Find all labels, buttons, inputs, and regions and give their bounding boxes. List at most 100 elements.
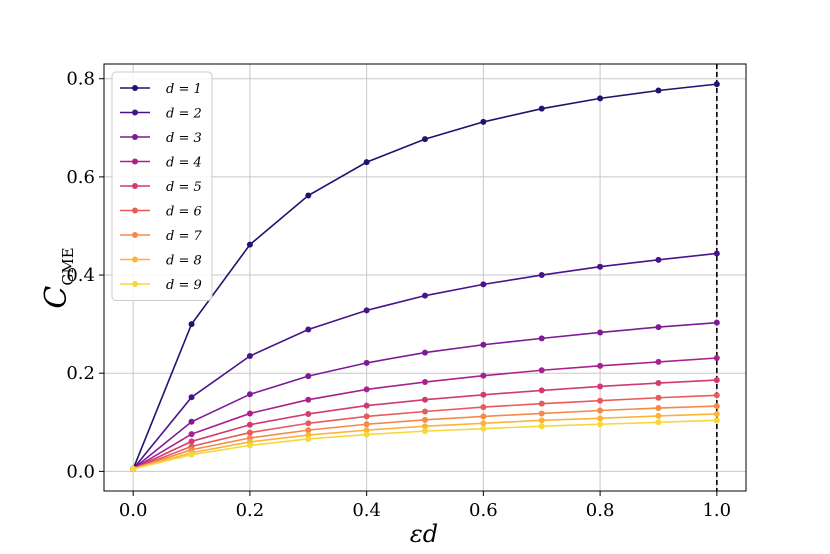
legend-label: d = 5 (166, 180, 202, 195)
data-point (538, 105, 545, 112)
legend-label: d = 1 (166, 82, 202, 97)
x-tick-label: 0.0 (119, 500, 148, 521)
legend-marker (132, 207, 138, 214)
legend-label: d = 7 (166, 229, 202, 244)
data-point (597, 421, 604, 428)
legend-entry: d = 5 (120, 180, 202, 195)
svg-text:CGME: CGME (39, 247, 77, 308)
data-point (188, 451, 195, 458)
data-point (305, 326, 312, 333)
data-point (480, 372, 487, 379)
legend-entry: d = 7 (120, 229, 202, 244)
data-point (597, 383, 604, 390)
y-axis-title-sub: GME (59, 247, 77, 285)
data-point (188, 418, 195, 425)
legend-entry: d = 9 (120, 278, 202, 293)
data-point (480, 404, 487, 411)
data-point (422, 292, 428, 299)
x-tick-label: 0.4 (352, 500, 381, 521)
data-point (305, 435, 312, 442)
data-point (305, 396, 312, 403)
series-line (132, 252, 717, 470)
data-point (655, 412, 662, 419)
data-point (305, 427, 312, 434)
data-point (597, 329, 604, 336)
data-point (655, 394, 662, 401)
data-point (188, 321, 195, 328)
y-tick-label: 0.2 (66, 363, 95, 384)
data-point (422, 423, 428, 430)
data-point (713, 377, 720, 384)
legend-marker (132, 158, 138, 165)
data-point (188, 431, 195, 438)
y-tick-label: 0.0 (66, 461, 95, 482)
data-point (422, 396, 428, 403)
legend-marker (132, 232, 138, 238)
plot-frame (103, 63, 747, 492)
series-4 (130, 354, 720, 472)
legend-marker (132, 109, 138, 116)
data-point (363, 421, 370, 428)
data-point (480, 118, 487, 125)
data-point (188, 394, 195, 401)
data-point (305, 192, 312, 199)
legend-entry: d = 6 (120, 205, 202, 220)
data-point (538, 387, 545, 394)
data-point (188, 438, 195, 445)
data-point (538, 367, 545, 374)
legend-entry: d = 2 (120, 107, 202, 122)
data-point (713, 250, 720, 257)
data-point (363, 427, 370, 434)
data-point (363, 159, 370, 166)
data-point (422, 379, 428, 386)
x-tick-label: 0.8 (586, 500, 615, 521)
data-point (480, 420, 487, 427)
data-point (655, 419, 662, 426)
data-point (480, 413, 487, 420)
data-point (538, 400, 545, 407)
data-point (422, 416, 428, 423)
legend-box (111, 71, 213, 301)
data-point (480, 281, 487, 288)
data-point (246, 442, 253, 449)
legend-marker (132, 134, 138, 140)
data-point (246, 410, 253, 417)
data-point (363, 431, 370, 438)
legend-entry: d = 1 (120, 82, 202, 97)
data-point (363, 359, 370, 366)
data-point (305, 410, 312, 417)
data-point (655, 358, 662, 365)
series-2 (130, 250, 720, 472)
data-point (655, 87, 662, 94)
series-6 (130, 392, 720, 472)
x-tick-label: 1.0 (702, 500, 731, 521)
data-point (422, 428, 428, 435)
legend-label: d = 2 (166, 107, 202, 122)
data-point (713, 417, 720, 424)
legend-entry: d = 8 (120, 254, 202, 269)
series-line (132, 405, 717, 470)
data-point (363, 307, 370, 314)
data-point (363, 402, 370, 409)
legend-label: d = 9 (166, 278, 202, 293)
data-point (713, 319, 720, 326)
data-point (422, 349, 428, 356)
data-point (597, 397, 604, 404)
data-point (655, 380, 662, 387)
data-point (655, 256, 662, 263)
series-3 (130, 319, 720, 472)
y-tick-label: 0.4 (66, 265, 95, 286)
data-point (597, 407, 604, 414)
data-point (713, 392, 720, 399)
legend-label: d = 3 (166, 131, 202, 146)
legend-marker (132, 256, 138, 263)
ticks: 0.0 0.2 0.4 0.6 0.8 1.0 0.0 0.2 0.4 0.6 0.8 (66, 69, 731, 521)
data-point (422, 136, 428, 143)
series-layer (130, 81, 720, 472)
data-point (538, 410, 545, 417)
data-point (597, 263, 604, 270)
legend-marker (132, 85, 138, 91)
data-point (655, 405, 662, 412)
data-point (538, 423, 545, 430)
